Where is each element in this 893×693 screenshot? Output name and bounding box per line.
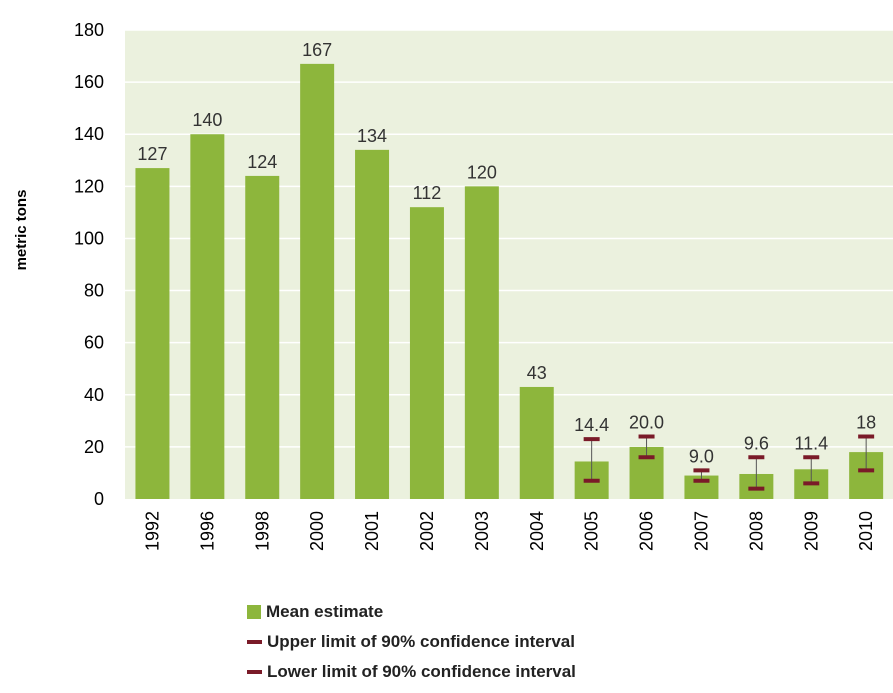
legend-swatch-upper — [247, 640, 262, 644]
x-tick-label: 2004 — [527, 511, 547, 551]
bar-2004 — [519, 386, 554, 499]
y-tick-label: 80 — [84, 281, 104, 301]
data-label: 112 — [413, 183, 442, 203]
x-tick-label: 2000 — [307, 511, 327, 551]
data-label: 167 — [302, 40, 332, 60]
data-label: 20.0 — [629, 412, 664, 432]
y-tick-label: 0 — [94, 489, 104, 509]
legend-swatch-bar — [247, 605, 261, 619]
y-axis-ticks: 0 20 40 60 80 100 120 140 160 180 — [74, 20, 104, 509]
legend-swatch-lower — [247, 670, 262, 674]
data-label: 43 — [527, 363, 547, 383]
bar-2003 — [464, 186, 499, 500]
x-tick-label: 2010 — [856, 511, 876, 551]
data-labels: 127 140 124 167 134 112 120 43 14.4 20.0 9.0 9.6 11.… — [137, 40, 876, 466]
legend-item-lower: Lower limit of 90% confidence interval — [247, 657, 576, 687]
data-label: 134 — [357, 126, 387, 146]
x-tick-label: 2007 — [691, 511, 711, 551]
x-tick-label: 2008 — [746, 511, 766, 551]
x-tick-label: 1992 — [142, 511, 162, 551]
y-tick-label: 100 — [74, 228, 104, 248]
bar-2002 — [409, 207, 444, 499]
x-axis-ticks: 1992 1996 1998 2000 2001 2002 2003 2004 2005 2006… — [142, 511, 876, 551]
x-tick-label: 2001 — [362, 511, 382, 551]
bar-2000 — [300, 63, 335, 499]
x-tick-label: 1996 — [197, 511, 217, 551]
x-tick-label: 2006 — [637, 511, 657, 551]
y-tick-label: 120 — [74, 176, 104, 196]
bar-1992 — [135, 168, 170, 499]
legend-label-mean: Mean estimate — [266, 602, 384, 621]
y-tick-label: 20 — [84, 437, 104, 457]
legend-label-lower: Lower limit of 90% confidence interval — [267, 662, 576, 681]
bar-1996 — [190, 134, 225, 499]
data-label: 124 — [247, 152, 277, 172]
x-tick-label: 2003 — [472, 511, 492, 551]
legend: Mean estimate Upper limit of 90% confide… — [247, 597, 576, 687]
data-label: 18 — [856, 412, 876, 432]
data-label: 127 — [137, 144, 167, 164]
x-tick-label: 2009 — [801, 511, 821, 551]
bars — [135, 63, 884, 500]
data-label: 120 — [467, 162, 497, 182]
data-label: 140 — [192, 110, 222, 130]
plot-area — [125, 30, 893, 499]
bar-1998 — [245, 175, 280, 499]
y-axis-label: metric tons — [13, 190, 30, 271]
y-tick-label: 40 — [84, 385, 104, 405]
data-label: 14.4 — [574, 415, 609, 435]
y-tick-label: 60 — [84, 333, 104, 353]
x-tick-label: 1998 — [252, 511, 272, 551]
bar-2001 — [355, 149, 390, 499]
data-label: 9.0 — [689, 446, 714, 466]
x-tick-label: 2002 — [417, 511, 437, 551]
legend-item-upper: Upper limit of 90% confidence interval — [247, 627, 576, 657]
data-label: 9.6 — [744, 433, 769, 453]
error-bars — [583, 434, 875, 491]
data-label: 11.4 — [794, 433, 828, 453]
x-tick-label: 2005 — [582, 511, 602, 551]
legend-label-upper: Upper limit of 90% confidence interval — [267, 632, 575, 651]
y-tick-label: 180 — [74, 20, 104, 40]
bar-2007 — [684, 475, 719, 499]
y-tick-label: 160 — [74, 72, 104, 92]
legend-item-mean: Mean estimate — [247, 597, 576, 627]
y-tick-label: 140 — [74, 124, 104, 144]
